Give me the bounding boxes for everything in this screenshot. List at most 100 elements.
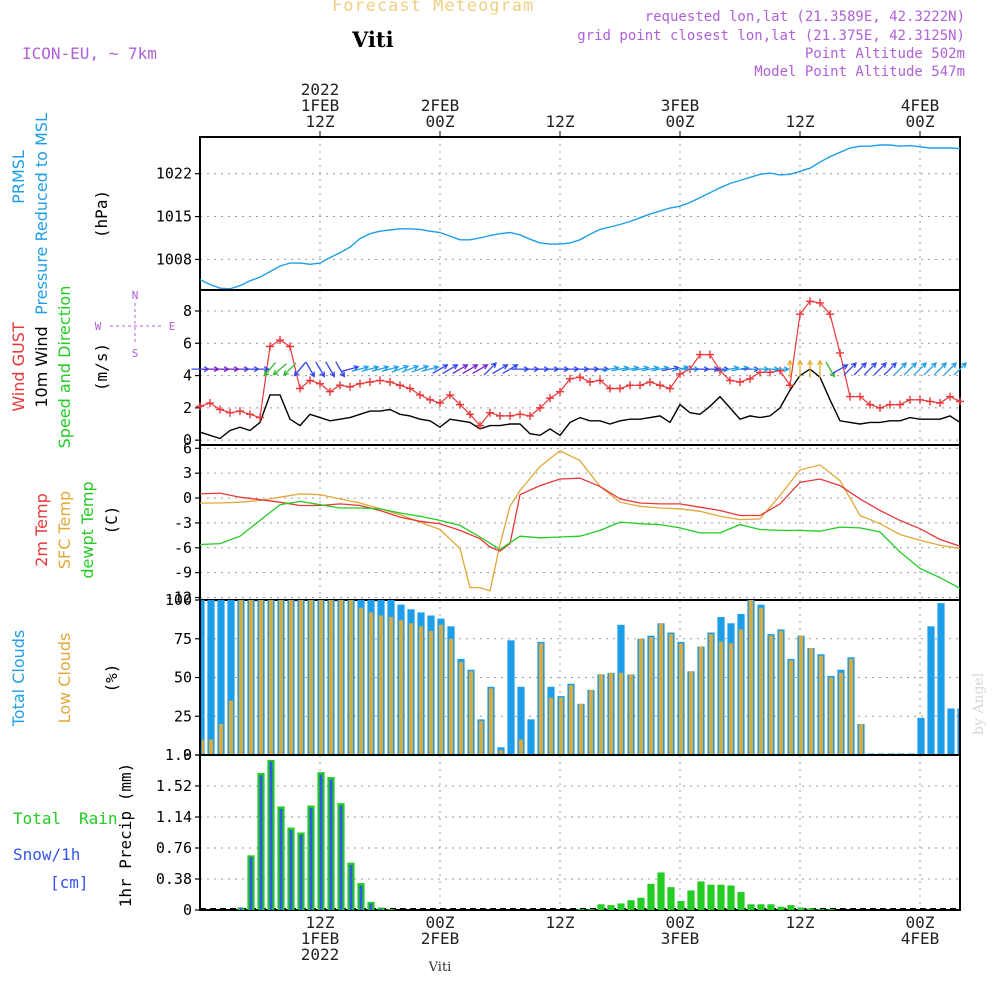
- snow-bar: [309, 808, 313, 910]
- low-cloud-bar: [489, 688, 493, 755]
- wind-direction-arrow: [953, 362, 967, 376]
- temperature-ytick-label: -9: [174, 564, 192, 582]
- gust-marker: [656, 381, 664, 390]
- wind-panel: 0 2 4 6 8: [183, 289, 967, 449]
- low-cloud-bar: [239, 600, 243, 755]
- low-cloud-bar: [201, 739, 204, 755]
- wind-direction-arrow: [381, 365, 400, 372]
- bottom-time-label: 2FEB: [421, 929, 460, 948]
- rain-bar: [607, 905, 615, 910]
- wind-direction-arrow: [335, 361, 345, 378]
- wind-direction-arrow: [797, 359, 803, 378]
- low-cloud-bar: [409, 623, 413, 755]
- temperature-ytick-label: -6: [174, 539, 192, 557]
- wind-direction-arrow: [411, 364, 430, 373]
- wind-direction-arrow: [913, 362, 927, 376]
- bottom-time-label: 00Z: [666, 913, 695, 932]
- low-cloud-bar: [429, 631, 433, 755]
- low-cloud-bar: [439, 624, 443, 755]
- gust-marker: [696, 350, 704, 359]
- compass-w: W: [95, 320, 102, 333]
- gust-marker: [206, 399, 214, 408]
- precip-legend-total: Total: [13, 809, 61, 828]
- top-time-label: 12Z: [546, 112, 575, 131]
- bottom-time-label: 12Z: [546, 913, 575, 932]
- pressure-ytick-label: 1008: [156, 250, 192, 268]
- low-cloud-bar: [829, 677, 833, 755]
- pressure-frame: [199, 136, 961, 291]
- gust-marker: [336, 381, 344, 390]
- low-cloud-bar: [759, 607, 763, 755]
- gust-marker: [226, 408, 234, 417]
- gust-marker: [666, 384, 674, 393]
- wind-ytick-label: 0: [183, 431, 192, 449]
- wind-direction-arrow: [361, 365, 380, 372]
- clouds-panel: 0 25 50 75 100: [165, 591, 961, 764]
- low-cloud-bar: [689, 671, 693, 755]
- low-cloud-bar: [479, 720, 483, 755]
- top-time-label: 00Z: [426, 112, 455, 131]
- clouds-ytick-label: 50: [174, 669, 192, 687]
- rain-bar: [777, 906, 785, 910]
- wind-direction-arrow: [401, 364, 420, 373]
- gust-marker: [466, 410, 474, 419]
- gust-marker: [406, 384, 414, 393]
- wind-ytick-label: 4: [183, 367, 192, 385]
- gust-marker: [446, 390, 454, 399]
- rain-bar: [677, 901, 685, 910]
- clouds-ytick-label: 75: [174, 630, 192, 648]
- wind-direction-arrow: [452, 364, 469, 374]
- gust-marker: [456, 400, 464, 409]
- temperature-axis-label: SFC Temp: [55, 491, 74, 569]
- snow-bar: [339, 805, 343, 910]
- gust-marker: [496, 411, 504, 420]
- wind-direction-arrow: [923, 362, 937, 376]
- snow-bar: [359, 885, 363, 910]
- snow-bar: [239, 907, 243, 910]
- low-cloud-bar: [259, 600, 263, 755]
- snow-bar: [329, 779, 333, 910]
- temperature-panel: -12 -9 -6 -3 0 3 6: [165, 439, 961, 607]
- gust-marker: [836, 348, 844, 357]
- low-cloud-bar: [799, 635, 803, 755]
- compass-n: N: [132, 289, 139, 302]
- pressure-ytick-label: 1022: [156, 165, 192, 183]
- bottom-time-label: 3FEB: [661, 929, 700, 948]
- low-cloud-bar: [729, 643, 733, 755]
- gust-marker: [736, 378, 744, 387]
- wind-speed-line: [199, 368, 961, 440]
- gust-marker: [846, 392, 854, 401]
- low-cloud-bar: [589, 689, 593, 755]
- low-cloud-bar: [269, 600, 273, 755]
- pressure-axis-label: Pressure Reduced to MSL: [32, 113, 51, 315]
- temperature-ytick-label: 3: [183, 464, 192, 482]
- low-cloud-bar: [749, 600, 753, 755]
- wind-direction-arrow: [341, 365, 360, 372]
- gust-marker: [896, 400, 904, 409]
- precip-legend-snow: Snow/1h: [13, 845, 80, 864]
- low-cloud-bar: [279, 600, 283, 755]
- wind-direction-arrow: [502, 364, 519, 374]
- low-cloud-bar: [789, 660, 793, 755]
- top-time-label: 1FEB: [301, 96, 340, 115]
- pressure-panel: 1008 1015 1022: [156, 136, 961, 291]
- rain-bar: [617, 903, 625, 910]
- top-time-label: 12Z: [306, 112, 335, 131]
- gust-marker: [346, 382, 354, 391]
- precip-axis-label: 1hr Precip (mm): [116, 763, 135, 908]
- low-cloud-bar: [739, 629, 743, 755]
- chart-title: Forecast Meteogram: [332, 0, 535, 16]
- clouds-axis-label: Low Clouds: [55, 633, 74, 724]
- low-cloud-bar: [549, 697, 553, 755]
- gust-marker: [576, 373, 584, 382]
- low-cloud-bar: [369, 612, 373, 755]
- wind-direction-arrow: [391, 364, 410, 373]
- rain-bar: [637, 897, 645, 910]
- low-cloud-bar: [679, 643, 683, 755]
- gust-marker: [866, 400, 874, 409]
- total-cloud-bar: [207, 600, 215, 755]
- low-cloud-bar: [769, 635, 773, 755]
- low-cloud-bar: [699, 646, 703, 755]
- gust-marker: [606, 384, 614, 393]
